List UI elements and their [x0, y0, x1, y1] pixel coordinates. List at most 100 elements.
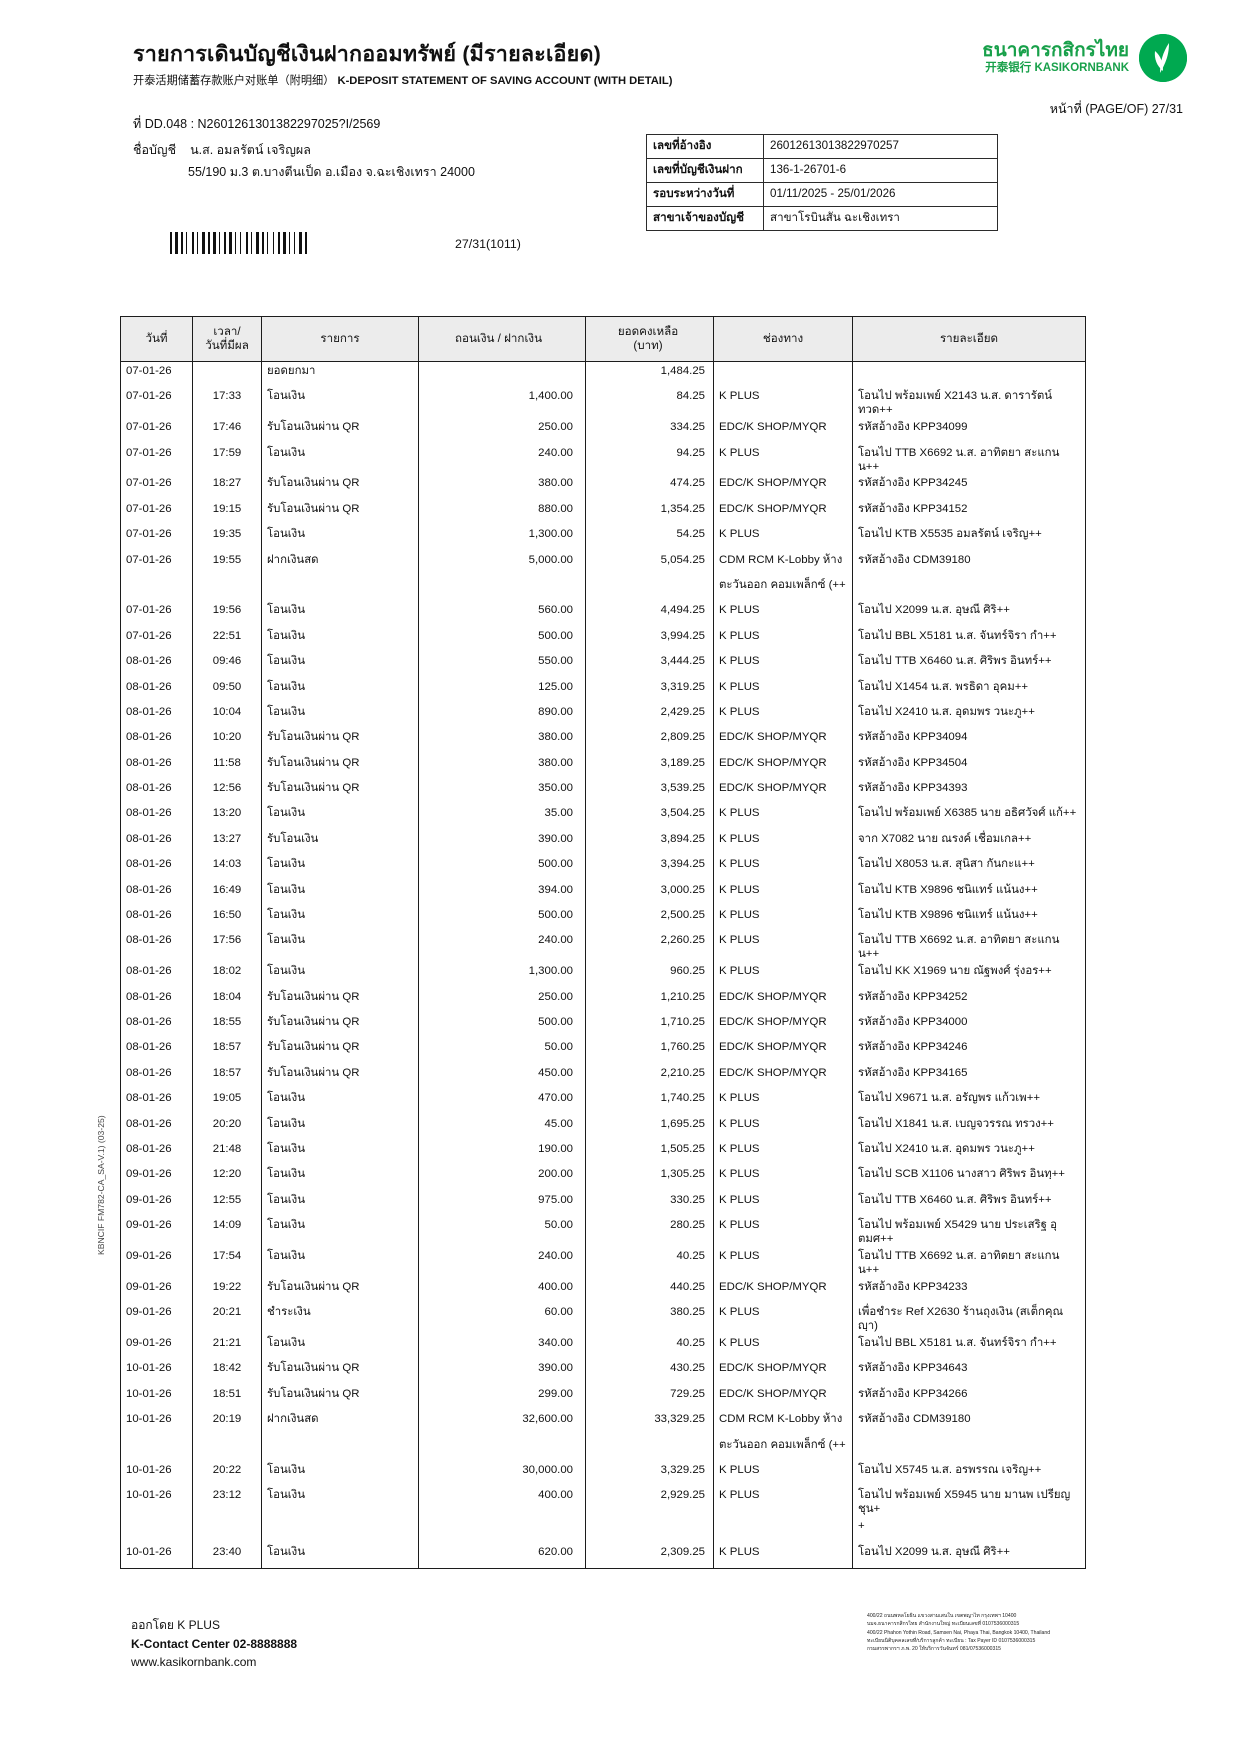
transaction-time: 14:09: [192, 1216, 262, 1247]
transaction-detail: [852, 575, 1086, 602]
transaction-channel: K PLUS: [713, 652, 853, 678]
transaction-detail: รหัสอ้างอิง KPP34165: [852, 1063, 1086, 1090]
table-row: 08-01-26 11:58 รับโอนเงินผ่าน QR 380.00 3,18…: [120, 753, 1086, 780]
table-row: 08-01-26 21:48 โอนเงิน 190.00 1,505.25 K PLUS…: [120, 1139, 1086, 1166]
transaction-time: 17:33: [192, 387, 262, 419]
transaction-detail: รหัสอ้างอิง KPP34000: [852, 1013, 1086, 1039]
form-code-vertical: KBNCIF FM782-CA_SA-V.1) (03-25): [96, 1115, 106, 1255]
transaction-detail: [852, 361, 1086, 388]
table-row: 10-01-26 20:19 ฝากเงินสด 32,600.00 33,329.25…: [120, 1410, 1086, 1436]
transactions-header: วันที่ เวลา/ วันที่มีผล รายการ ถอนเงิน /…: [120, 316, 1086, 362]
transaction-detail: โอนไป พร้อมเพย์ X5945 นาย มานพ เปรียญชุน…: [852, 1486, 1086, 1518]
table-row: 07-01-26 19:55 ฝากเงินสด 5,000.00 5,054.25 CD…: [120, 550, 1086, 576]
transaction-detail: โอนไป BBL X5181 น.ส. จันทร์จิรา กำ++: [852, 626, 1086, 653]
transaction-amount: 190.00: [418, 1139, 586, 1166]
transaction-balance: 474.25: [585, 474, 714, 500]
transaction-channel: EDC/K SHOP/MYQR: [713, 753, 853, 780]
transaction-amount: 35.00: [418, 804, 586, 830]
bank-name-cn: 开泰银行 KASIKORNBANK: [985, 62, 1129, 75]
table-row: 09-01-26 12:55 โอนเงิน 975.00 330.25 K PLUS โอ…: [120, 1190, 1086, 1217]
transaction-time: 10:20: [192, 728, 262, 754]
transaction-balance: 1,484.25: [585, 361, 714, 388]
page-title: รายการเดินบัญชีเงินฝากออมทรัพย์ (มีรายละ…: [133, 42, 601, 66]
transaction-balance: 1,354.25: [585, 499, 714, 526]
transaction-detail: รหัสอ้างอิง KPP34245: [852, 474, 1086, 500]
transaction-description: [261, 575, 419, 602]
transaction-description: โอนเงิน: [261, 601, 419, 627]
transaction-description: รับโอนเงินผ่าน QR: [261, 1013, 419, 1039]
table-row: 08-01-26 16:50 โอนเงิน 500.00 2,500.25 K PLUS…: [120, 906, 1086, 932]
account-info-row: รอบระหว่างวันที่ 01/11/2025 - 25/01/2026: [646, 182, 998, 207]
col-date: วันที่: [120, 316, 193, 362]
transaction-description: โอนเงิน: [261, 1460, 419, 1487]
transactions-header-row: วันที่ เวลา/ วันที่มีผล รายการ ถอนเงิน /…: [120, 316, 1086, 362]
transaction-description: โอนเงิน: [261, 906, 419, 932]
transaction-amount: [418, 1517, 586, 1543]
transaction-balance: 94.25: [585, 443, 714, 475]
transaction-detail: +: [852, 1517, 1086, 1543]
transaction-description: โอนเงิน: [261, 1333, 419, 1360]
transaction-date: 08-01-26: [120, 1089, 193, 1115]
transaction-date: [120, 1435, 193, 1461]
footer-website[interactable]: www.kasikornbank.com: [131, 1655, 257, 1670]
transaction-time: 19:05: [192, 1089, 262, 1115]
transaction-amount: 1,400.00: [418, 387, 586, 419]
transaction-balance: 334.25: [585, 418, 714, 444]
transaction-amount: 500.00: [418, 626, 586, 653]
transaction-channel: K PLUS: [713, 931, 853, 963]
transaction-channel: ตะวันออก คอมเพล็กซ์ (++: [713, 1435, 853, 1461]
transaction-detail: โอนไป X1454 น.ส. พรธิดา อุคม++: [852, 677, 1086, 703]
transaction-amount: 299.00: [418, 1384, 586, 1411]
transaction-amount: 250.00: [418, 987, 586, 1014]
transaction-amount: 240.00: [418, 443, 586, 475]
table-row: 08-01-26 12:56 รับโอนเงินผ่าน QR 350.00 3,53…: [120, 779, 1086, 805]
transaction-amount: 394.00: [418, 880, 586, 907]
transaction-detail: โอนไป TTB X6692 น.ส. อาทิตยา สะแกนน++: [852, 931, 1086, 963]
transaction-time: 18:57: [192, 1038, 262, 1064]
transaction-description: โอนเงิน: [261, 626, 419, 653]
transaction-date: 08-01-26: [120, 753, 193, 780]
transaction-detail: โอนไป TTB X6692 น.ส. อาทิตยา สะแกนน++: [852, 1246, 1086, 1278]
footer-issued-by: ออกโดย K PLUS: [131, 1618, 220, 1632]
table-row-continuation: +: [120, 1517, 1086, 1543]
account-info-value: 26012613013822970257: [763, 134, 998, 159]
transaction-detail: จาก X7082 นาย ณรงค์ เชื่อมเกล++: [852, 829, 1086, 856]
transaction-description: รับโอนเงินผ่าน QR: [261, 753, 419, 780]
transaction-time: 20:19: [192, 1410, 262, 1436]
transaction-balance: 3,000.25: [585, 880, 714, 907]
transaction-description: โอนเงิน: [261, 804, 419, 830]
transaction-balance: [585, 1435, 714, 1461]
transaction-time: 10:04: [192, 702, 262, 729]
transaction-balance: 3,189.25: [585, 753, 714, 780]
transaction-channel: EDC/K SHOP/MYQR: [713, 1384, 853, 1411]
transaction-balance: 330.25: [585, 1190, 714, 1217]
transaction-time: 19:56: [192, 601, 262, 627]
transaction-time: 21:48: [192, 1139, 262, 1166]
col-time-line2: วันที่มีผล: [205, 339, 249, 352]
transaction-detail: [852, 1435, 1086, 1461]
transaction-amount: 620.00: [418, 1542, 586, 1569]
table-row: 08-01-26 13:27 รับโอนเงิน 390.00 3,894.25 K P…: [120, 829, 1086, 856]
transaction-amount: 350.00: [418, 779, 586, 805]
transaction-date: 08-01-26: [120, 906, 193, 932]
transaction-description: โอนเงิน: [261, 1486, 419, 1518]
transaction-channel: K PLUS: [713, 1190, 853, 1217]
transaction-description: โอนเงิน: [261, 880, 419, 907]
transaction-time: 12:20: [192, 1165, 262, 1191]
transaction-amount: 50.00: [418, 1038, 586, 1064]
transaction-description: โอนเงิน: [261, 1246, 419, 1278]
document-subtitle-cn: 开泰活期储蓄存款账户对账单（附明细）: [133, 74, 335, 87]
transaction-detail: โอนไป X2099 น.ส. อุษณี ศิริ++: [852, 601, 1086, 627]
account-info-body: เลขที่อ้างอิง 26012613013822970257 เลขที่บ…: [646, 134, 998, 231]
transaction-description: รับโอนเงินผ่าน QR: [261, 987, 419, 1014]
table-row: 09-01-26 14:09 โอนเงิน 50.00 280.25 K PLUS โอน…: [120, 1216, 1086, 1247]
transaction-detail: เพื่อชำระ Ref X2630 ร้านถุงเงิน (สเต็กคุ…: [852, 1303, 1086, 1334]
transaction-balance: 84.25: [585, 387, 714, 419]
footer-legal-line: 400/22 Phahon Yothin Road, Samsen Nai, P…: [867, 1629, 1051, 1636]
transaction-channel: K PLUS: [713, 525, 853, 551]
transaction-date: 07-01-26: [120, 601, 193, 627]
transaction-detail: โอนไป X2099 น.ส. อุษณี ศิริ++: [852, 1542, 1086, 1569]
transaction-amount: 45.00: [418, 1114, 586, 1140]
transaction-amount: 125.00: [418, 677, 586, 703]
transaction-channel: CDM RCM K-Lobby ห้าง: [713, 550, 853, 576]
